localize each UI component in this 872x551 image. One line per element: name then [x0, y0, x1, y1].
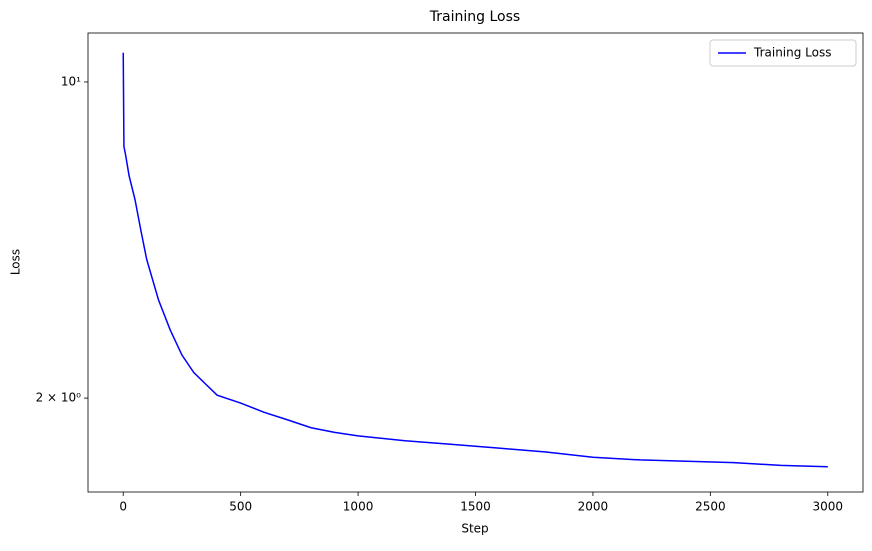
- x-tick-label: 2000: [578, 500, 609, 514]
- legend-label: Training Loss: [753, 46, 831, 60]
- x-tick-label: 3000: [812, 500, 843, 514]
- chart-title: Training Loss: [429, 9, 520, 25]
- y-tick-label: 2 × 10⁰: [36, 391, 82, 405]
- x-tick-label: 0: [119, 500, 127, 514]
- line-series: [122, 52, 828, 468]
- x-tick-label: 1500: [460, 500, 491, 514]
- y-axis-label: Loss: [9, 249, 23, 275]
- x-tick-label: 500: [229, 500, 252, 514]
- x-tick-label: 2500: [695, 500, 726, 514]
- legend-box: [709, 39, 857, 67]
- plot-frame: [87, 32, 864, 493]
- x-tick-label: 1000: [343, 500, 374, 514]
- y-tick-label: 10¹: [61, 74, 81, 88]
- x-axis-label: Step: [461, 522, 488, 536]
